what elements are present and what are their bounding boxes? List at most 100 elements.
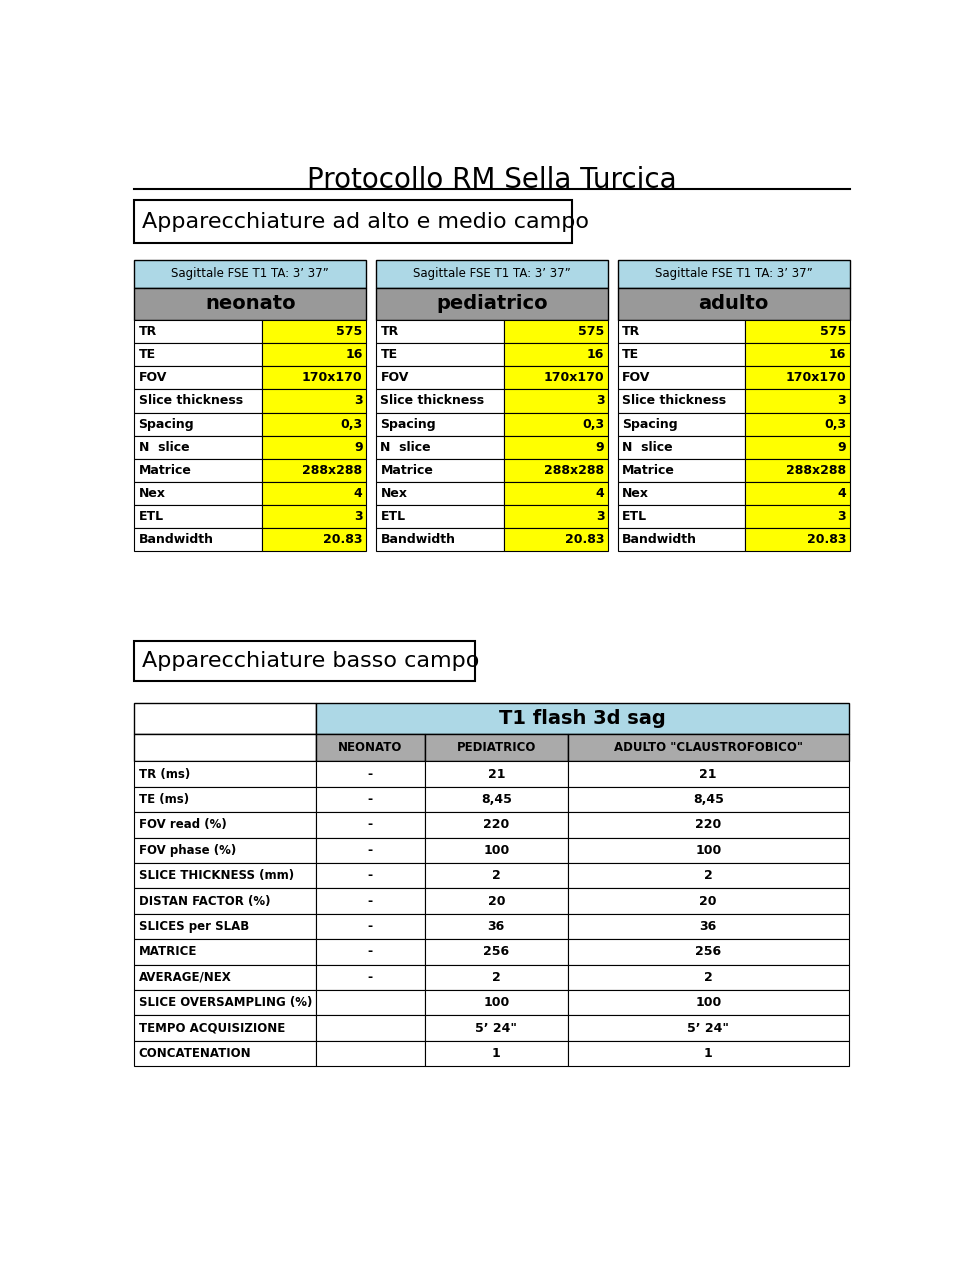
Text: 4: 4 xyxy=(595,487,605,500)
Text: 100: 100 xyxy=(483,844,510,857)
Text: DISTAN FACTOR (%): DISTAN FACTOR (%) xyxy=(138,895,270,907)
Text: 288x288: 288x288 xyxy=(544,463,605,477)
Text: Slice thickness: Slice thickness xyxy=(138,395,243,407)
Text: 256: 256 xyxy=(483,945,510,958)
Bar xyxy=(134,939,316,964)
Bar xyxy=(424,990,568,1015)
Text: 8,45: 8,45 xyxy=(693,793,724,806)
Text: 0,3: 0,3 xyxy=(341,418,363,430)
Text: Slice thickness: Slice thickness xyxy=(622,395,727,407)
Bar xyxy=(316,761,424,787)
Bar xyxy=(375,343,504,367)
Text: TE: TE xyxy=(622,348,639,362)
Text: Bandwidth: Bandwidth xyxy=(138,533,213,546)
Text: Apparecchiature ad alto e medio campo: Apparecchiature ad alto e medio campo xyxy=(142,212,588,231)
Text: 20.83: 20.83 xyxy=(324,533,363,546)
Bar xyxy=(316,888,424,914)
Bar xyxy=(424,733,568,761)
Bar xyxy=(316,733,424,761)
Text: 5’ 24": 5’ 24" xyxy=(687,1022,730,1034)
Bar xyxy=(745,458,850,482)
Text: 100: 100 xyxy=(483,996,510,1009)
Text: SLICES per SLAB: SLICES per SLAB xyxy=(138,920,249,933)
Bar xyxy=(745,367,850,390)
Bar xyxy=(745,343,850,367)
Bar xyxy=(134,390,262,412)
Bar xyxy=(262,343,367,367)
Bar xyxy=(568,787,849,812)
Text: MATRICE: MATRICE xyxy=(138,945,197,958)
Text: -: - xyxy=(368,971,372,983)
Text: 3: 3 xyxy=(354,395,363,407)
Text: 220: 220 xyxy=(483,819,510,831)
Bar xyxy=(504,482,609,505)
Bar xyxy=(745,320,850,343)
Text: TE: TE xyxy=(138,348,156,362)
Text: Nex: Nex xyxy=(622,487,649,500)
Bar xyxy=(745,482,850,505)
Text: Matrice: Matrice xyxy=(380,463,433,477)
Bar xyxy=(316,863,424,888)
Text: 1: 1 xyxy=(704,1047,712,1060)
Bar xyxy=(568,1015,849,1041)
Text: TR: TR xyxy=(380,325,398,339)
Text: 8,45: 8,45 xyxy=(481,793,512,806)
Text: FOV: FOV xyxy=(380,372,409,385)
Bar xyxy=(134,761,316,787)
Bar xyxy=(617,412,745,435)
Bar xyxy=(617,505,745,528)
Text: 2: 2 xyxy=(492,971,500,983)
Text: -: - xyxy=(368,793,372,806)
Bar xyxy=(375,412,504,435)
Bar xyxy=(134,703,316,733)
Bar xyxy=(134,288,367,320)
Bar xyxy=(134,367,262,390)
Text: Matrice: Matrice xyxy=(622,463,675,477)
Bar xyxy=(568,761,849,787)
Text: CONCATENATION: CONCATENATION xyxy=(138,1047,252,1060)
Text: 16: 16 xyxy=(346,348,363,362)
Text: 21: 21 xyxy=(488,768,505,780)
Text: TR: TR xyxy=(622,325,640,339)
Bar xyxy=(375,367,504,390)
Text: 2: 2 xyxy=(492,869,500,882)
Bar xyxy=(568,914,849,939)
Text: Spacing: Spacing xyxy=(622,418,678,430)
Bar xyxy=(617,343,745,367)
Text: 575: 575 xyxy=(578,325,605,339)
Bar xyxy=(424,812,568,838)
Bar xyxy=(568,838,849,863)
Text: TE (ms): TE (ms) xyxy=(138,793,189,806)
Bar xyxy=(745,412,850,435)
Bar xyxy=(568,733,849,761)
Text: 288x288: 288x288 xyxy=(302,463,363,477)
Text: 20.83: 20.83 xyxy=(564,533,605,546)
Bar xyxy=(262,412,367,435)
Bar xyxy=(262,458,367,482)
Bar xyxy=(262,482,367,505)
Text: 36: 36 xyxy=(700,920,717,933)
Bar xyxy=(134,320,262,343)
Text: Bandwidth: Bandwidth xyxy=(380,533,455,546)
Bar xyxy=(424,1015,568,1041)
Text: Sagittale FSE T1 TA: 3’ 37”: Sagittale FSE T1 TA: 3’ 37” xyxy=(655,268,813,280)
Bar xyxy=(134,260,367,288)
Text: -: - xyxy=(368,895,372,907)
Bar xyxy=(316,990,424,1015)
Bar xyxy=(568,964,849,990)
Text: Matrice: Matrice xyxy=(138,463,191,477)
Bar xyxy=(617,320,745,343)
Bar xyxy=(568,812,849,838)
Bar xyxy=(134,482,262,505)
Text: 9: 9 xyxy=(354,440,363,454)
Text: 20: 20 xyxy=(700,895,717,907)
Bar xyxy=(617,367,745,390)
Bar xyxy=(424,761,568,787)
Bar xyxy=(262,320,367,343)
Bar xyxy=(316,1015,424,1041)
Bar xyxy=(134,812,316,838)
Bar xyxy=(568,990,849,1015)
Text: SLICE THICKNESS (mm): SLICE THICKNESS (mm) xyxy=(138,869,294,882)
Bar xyxy=(134,964,316,990)
Bar xyxy=(745,435,850,458)
